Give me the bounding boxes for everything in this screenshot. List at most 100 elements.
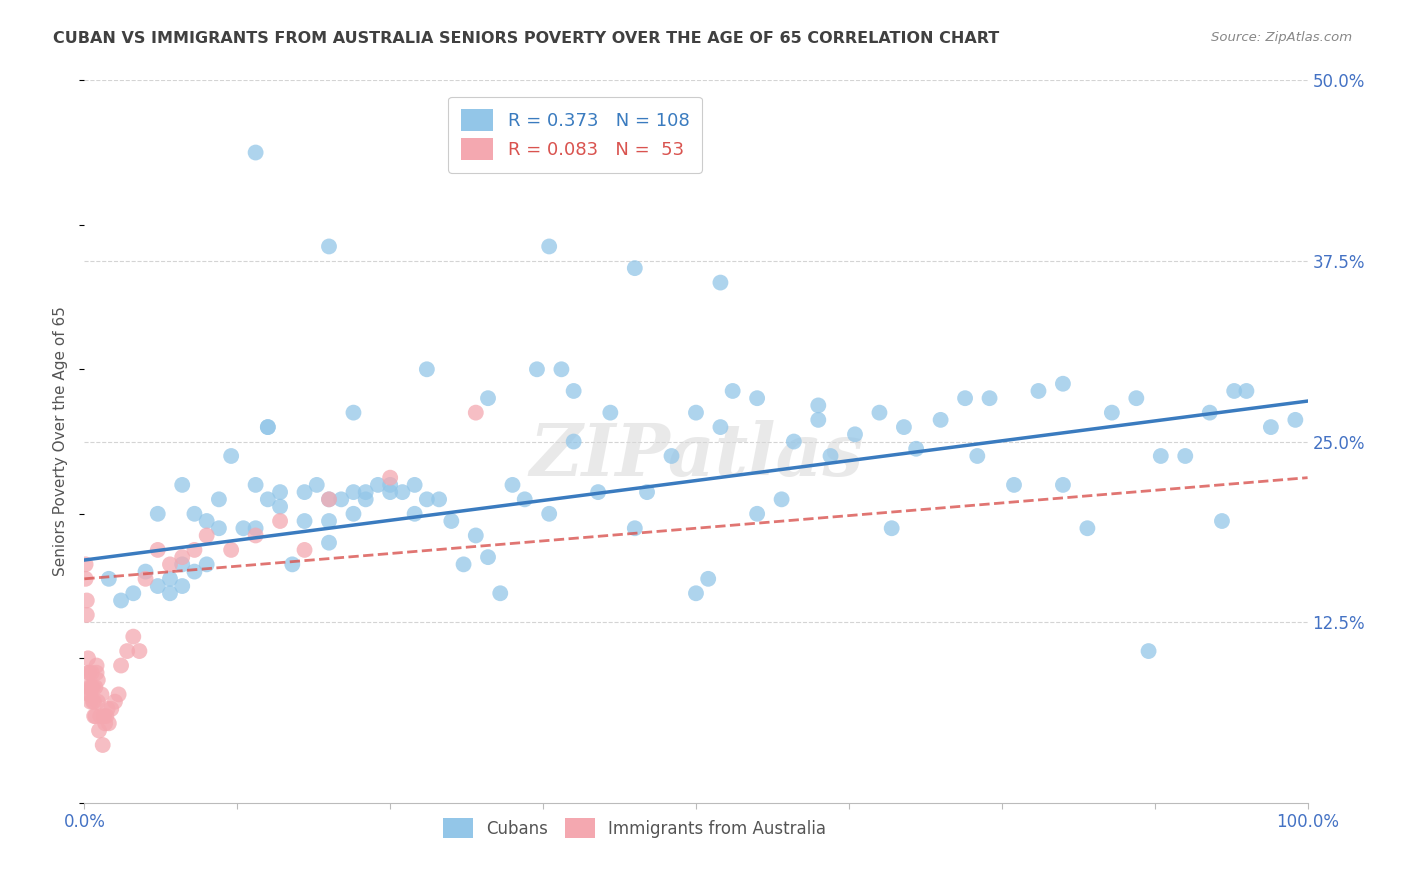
Point [709,420,731,434]
Point [1223,384,1246,398]
Point [208,492,231,507]
Point [75,572,97,586]
Point [380,485,402,500]
Point [318,535,340,549]
Point [257,420,280,434]
Point [107,687,129,701]
Point [183,542,205,557]
Point [318,492,340,507]
Point [77,665,100,680]
Point [76,593,98,607]
Y-axis label: Seniors Poverty Over the Age of 65: Seniors Poverty Over the Age of 65 [53,307,69,576]
Point [82,680,104,694]
Point [685,586,707,600]
Point [219,449,242,463]
Point [76,607,98,622]
Point [318,239,340,253]
Point [75,558,97,572]
Point [91,738,114,752]
Point [80,665,103,680]
Point [305,478,328,492]
Point [183,565,205,579]
Point [404,507,426,521]
Point [245,478,267,492]
Text: CUBAN VS IMMIGRANTS FROM AUSTRALIA SENIORS POVERTY OVER THE AGE OF 65 CORRELATIO: CUBAN VS IMMIGRANTS FROM AUSTRALIA SENIO… [53,31,1000,46]
Point [159,558,181,572]
Point [97,716,120,731]
Legend: Cubans, Immigrants from Australia: Cubans, Immigrants from Australia [436,812,834,845]
Point [685,406,707,420]
Point [86,665,108,680]
Point [1101,406,1123,420]
Point [110,593,132,607]
Point [104,695,127,709]
Point [354,492,377,507]
Point [502,478,524,492]
Point [318,514,340,528]
Point [219,542,242,557]
Point [79,680,101,694]
Point [380,470,402,484]
Point [159,572,181,586]
Point [1198,406,1220,420]
Point [709,276,731,290]
Point [93,709,115,723]
Point [1260,420,1282,434]
Point [1028,384,1050,398]
Point [464,528,486,542]
Point [1052,376,1074,391]
Point [245,521,267,535]
Point [83,695,105,709]
Point [183,507,205,521]
Point [783,434,806,449]
Point [342,485,364,500]
Point [1052,478,1074,492]
Point [1284,413,1306,427]
Point [391,485,413,500]
Point [844,427,866,442]
Point [89,709,111,723]
Point [172,558,194,572]
Point [97,702,120,716]
Point [477,391,499,405]
Point [477,550,499,565]
Point [232,521,254,535]
Point [538,239,561,253]
Point [172,550,194,565]
Point [79,695,101,709]
Point [427,492,450,507]
Point [893,420,915,434]
Point [195,558,218,572]
Point [97,572,120,586]
Point [380,478,402,492]
Point [86,658,108,673]
Point [146,507,169,521]
Point [1076,521,1098,535]
Point [453,558,475,572]
Point [245,528,267,542]
Point [135,565,157,579]
Point [330,492,353,507]
Point [1137,644,1160,658]
Point [195,528,218,542]
Point [77,687,100,701]
Point [562,384,585,398]
Point [747,391,769,405]
Point [342,406,364,420]
Point [624,521,647,535]
Point [294,485,316,500]
Point [294,542,316,557]
Point [195,514,218,528]
Point [1125,391,1147,405]
Text: Source: ZipAtlas.com: Source: ZipAtlas.com [1212,31,1353,45]
Point [440,514,463,528]
Point [146,542,169,557]
Point [77,651,100,665]
Point [122,586,145,600]
Point [94,716,117,731]
Point [807,413,830,427]
Point [1150,449,1173,463]
Point [135,572,157,586]
Point [172,478,194,492]
Point [513,492,536,507]
